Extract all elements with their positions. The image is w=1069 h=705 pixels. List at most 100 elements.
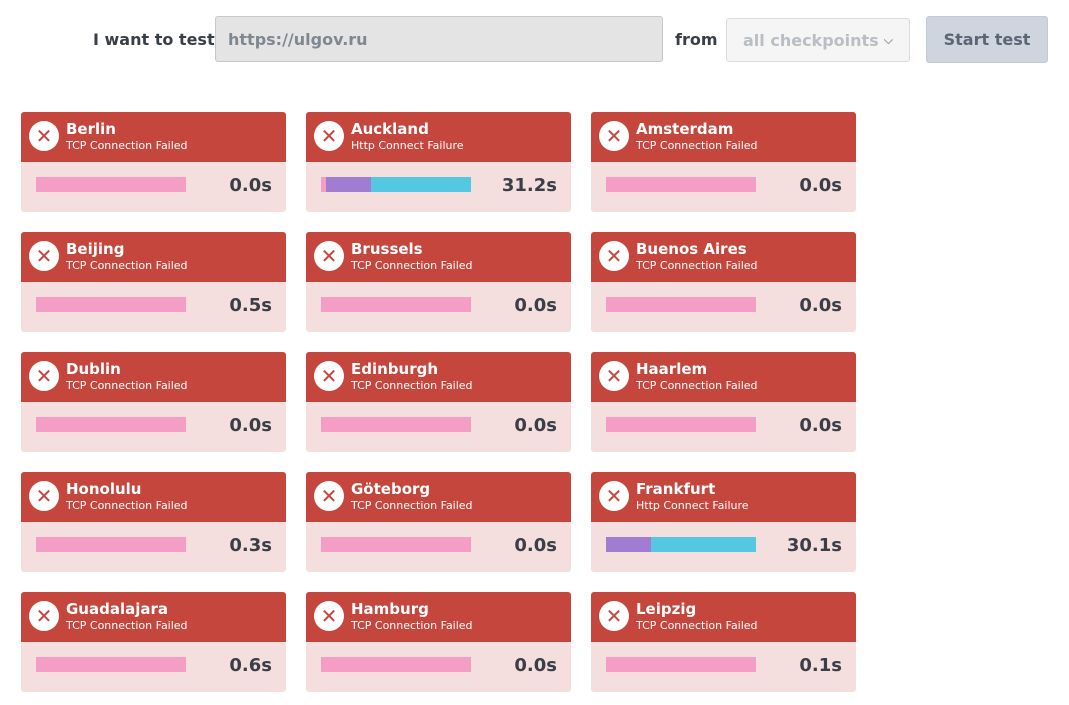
checkpoint-time: 0.1s — [799, 655, 842, 676]
checkpoint-city: Beijing — [66, 240, 125, 258]
timing-segment-pink — [606, 657, 756, 672]
card-body: 0.0s — [591, 402, 856, 452]
checkpoint-result-card-edinburgh[interactable]: ✕ Edinburgh TCP Connection Failed 0.0s — [306, 352, 571, 452]
card-body: 0.0s — [306, 642, 571, 692]
checkpoint-time: 0.0s — [799, 295, 842, 316]
timing-bar — [606, 657, 756, 672]
card-body: 0.6s — [21, 642, 286, 692]
timing-bar — [36, 297, 186, 312]
checkpoint-status: TCP Connection Failed — [66, 619, 188, 632]
fail-x-icon: ✕ — [314, 601, 344, 631]
results-grid: ✕ Berlin TCP Connection Failed 0.0s ✕ Au… — [21, 112, 856, 692]
checkpoint-result-card-frankfurt[interactable]: ✕ Frankfurt Http Connect Failure 30.1s — [591, 472, 856, 572]
fail-x-icon: ✕ — [599, 121, 629, 151]
checkpoint-select[interactable]: all checkpoints ⌵ — [726, 18, 910, 62]
card-header: ✕ Göteborg TCP Connection Failed — [306, 472, 571, 522]
timing-segment-pink — [606, 297, 756, 312]
checkpoint-status: TCP Connection Failed — [351, 259, 473, 272]
checkpoint-city: Buenos Aires — [636, 240, 747, 258]
timing-bar — [321, 417, 471, 432]
timing-segment-pink — [606, 417, 756, 432]
checkpoint-result-card-brussels[interactable]: ✕ Brussels TCP Connection Failed 0.0s — [306, 232, 571, 332]
checkpoint-status: TCP Connection Failed — [636, 259, 758, 272]
checkpoint-time: 0.0s — [514, 535, 557, 556]
url-input[interactable] — [215, 16, 663, 62]
timing-segment-pink — [36, 297, 186, 312]
checkpoint-time: 30.1s — [786, 535, 842, 556]
timing-bar — [321, 177, 471, 192]
checkpoint-result-card-honolulu[interactable]: ✕ Honolulu TCP Connection Failed 0.3s — [21, 472, 286, 572]
card-body: 0.1s — [591, 642, 856, 692]
checkpoint-result-card-buenos-aires[interactable]: ✕ Buenos Aires TCP Connection Failed 0.0… — [591, 232, 856, 332]
checkpoint-result-card-beijing[interactable]: ✕ Beijing TCP Connection Failed 0.5s — [21, 232, 286, 332]
checkpoint-select-value: all checkpoints — [743, 30, 879, 50]
checkpoint-time: 0.0s — [799, 175, 842, 196]
checkpoint-result-card-auckland[interactable]: ✕ Auckland Http Connect Failure 31.2s — [306, 112, 571, 212]
timing-bar — [321, 537, 471, 552]
checkpoint-status: TCP Connection Failed — [66, 379, 188, 392]
checkpoint-city: Frankfurt — [636, 480, 716, 498]
from-label: from — [675, 30, 718, 49]
fail-x-icon: ✕ — [29, 601, 59, 631]
checkpoint-status: TCP Connection Failed — [351, 379, 473, 392]
card-body: 0.0s — [21, 162, 286, 212]
card-header: ✕ Amsterdam TCP Connection Failed — [591, 112, 856, 162]
card-header: ✕ Brussels TCP Connection Failed — [306, 232, 571, 282]
start-test-button[interactable]: Start test — [926, 16, 1048, 63]
checkpoint-time: 0.0s — [229, 415, 272, 436]
checkpoint-result-card-hamburg[interactable]: ✕ Hamburg TCP Connection Failed 0.0s — [306, 592, 571, 692]
timing-segment-pink — [321, 537, 471, 552]
card-body: 0.5s — [21, 282, 286, 332]
card-header: ✕ Auckland Http Connect Failure — [306, 112, 571, 162]
fail-x-icon: ✕ — [314, 241, 344, 271]
card-header: ✕ Dublin TCP Connection Failed — [21, 352, 286, 402]
card-body: 0.0s — [306, 282, 571, 332]
card-header: ✕ Guadalajara TCP Connection Failed — [21, 592, 286, 642]
checkpoint-time: 0.3s — [229, 535, 272, 556]
checkpoint-result-card-guadalajara[interactable]: ✕ Guadalajara TCP Connection Failed 0.6s — [21, 592, 286, 692]
timing-bar — [606, 417, 756, 432]
checkpoint-result-card-amsterdam[interactable]: ✕ Amsterdam TCP Connection Failed 0.0s — [591, 112, 856, 212]
timing-bar — [36, 657, 186, 672]
timing-segment-pink — [606, 177, 756, 192]
fail-x-icon: ✕ — [314, 121, 344, 151]
checkpoint-time: 0.0s — [799, 415, 842, 436]
timing-bar — [606, 177, 756, 192]
checkpoint-status: TCP Connection Failed — [636, 619, 758, 632]
checkpoint-result-card-leipzig[interactable]: ✕ Leipzig TCP Connection Failed 0.1s — [591, 592, 856, 692]
card-header: ✕ Buenos Aires TCP Connection Failed — [591, 232, 856, 282]
checkpoint-result-card-g-teborg[interactable]: ✕ Göteborg TCP Connection Failed 0.0s — [306, 472, 571, 572]
checkpoint-status: TCP Connection Failed — [351, 499, 473, 512]
checkpoint-time: 31.2s — [501, 175, 557, 196]
fail-x-icon: ✕ — [599, 601, 629, 631]
timing-segment-pink — [36, 657, 186, 672]
card-body: 31.2s — [306, 162, 571, 212]
checkpoint-result-card-haarlem[interactable]: ✕ Haarlem TCP Connection Failed 0.0s — [591, 352, 856, 452]
test-form: I want to test from all checkpoints ⌵ St… — [0, 0, 1069, 80]
checkpoint-status: TCP Connection Failed — [636, 379, 758, 392]
timing-segment-pink — [321, 297, 471, 312]
want-to-test-label: I want to test — [93, 30, 215, 49]
checkpoint-result-card-berlin[interactable]: ✕ Berlin TCP Connection Failed 0.0s — [21, 112, 286, 212]
checkpoint-time: 0.6s — [229, 655, 272, 676]
timing-segment-purple — [606, 537, 651, 552]
fail-x-icon: ✕ — [314, 481, 344, 511]
checkpoint-status: Http Connect Failure — [636, 499, 749, 512]
card-header: ✕ Haarlem TCP Connection Failed — [591, 352, 856, 402]
card-body: 0.0s — [591, 162, 856, 212]
card-header: ✕ Frankfurt Http Connect Failure — [591, 472, 856, 522]
timing-bar — [606, 537, 756, 552]
checkpoint-city: Dublin — [66, 360, 121, 378]
timing-bar — [36, 177, 186, 192]
fail-x-icon: ✕ — [29, 241, 59, 271]
card-header: ✕ Honolulu TCP Connection Failed — [21, 472, 286, 522]
checkpoint-time: 0.0s — [514, 655, 557, 676]
checkpoint-city: Hamburg — [351, 600, 429, 618]
card-body: 0.0s — [306, 402, 571, 452]
checkpoint-result-card-dublin[interactable]: ✕ Dublin TCP Connection Failed 0.0s — [21, 352, 286, 452]
card-header: ✕ Hamburg TCP Connection Failed — [306, 592, 571, 642]
checkpoint-time: 0.0s — [514, 295, 557, 316]
checkpoint-time: 0.0s — [514, 415, 557, 436]
checkpoint-status: TCP Connection Failed — [636, 139, 758, 152]
checkpoint-status: TCP Connection Failed — [66, 259, 188, 272]
